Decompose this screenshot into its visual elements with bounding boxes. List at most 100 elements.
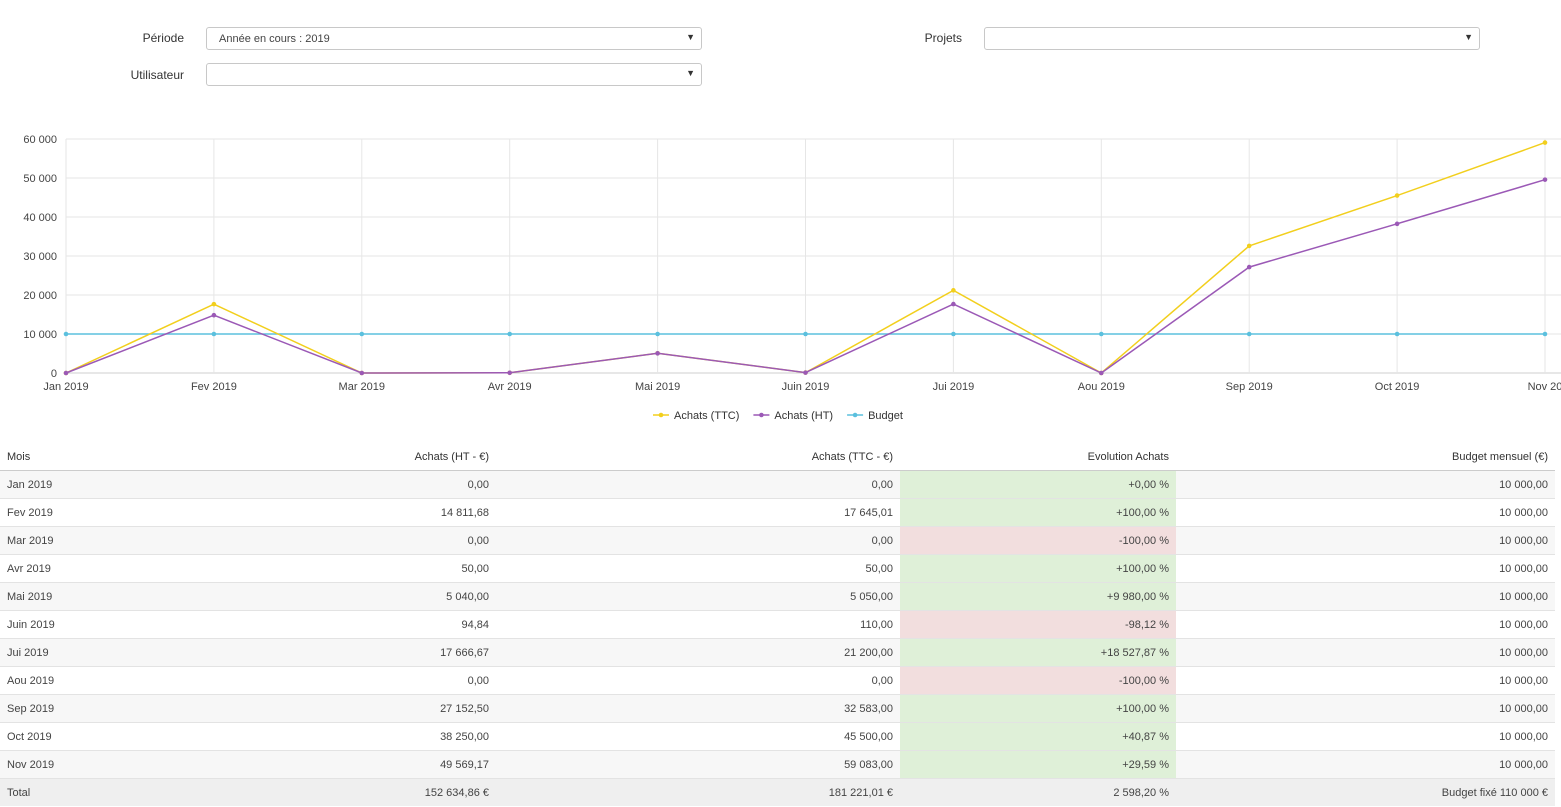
cell-achats-ttc: 5 050,00 bbox=[496, 582, 900, 611]
cell-evolution: -98,12 % bbox=[900, 610, 1176, 639]
data-point bbox=[1246, 243, 1252, 249]
data-point bbox=[211, 301, 217, 307]
legend-label: Achats (TTC) bbox=[674, 410, 739, 422]
x-tick-label: Oct 2019 bbox=[1375, 381, 1420, 393]
data-point bbox=[63, 370, 69, 376]
data-point bbox=[1394, 193, 1400, 198]
cell-achats-ttc: 0,00 bbox=[496, 470, 900, 499]
cell-mois: Mar 2019 bbox=[0, 526, 194, 555]
col-header-evolution[interactable]: Evolution Achats bbox=[900, 443, 1176, 471]
legend-item: Achats (TTC) bbox=[653, 410, 739, 422]
cell-evolution: +0,00 % bbox=[900, 470, 1176, 499]
cell-achats-ht: 27 152,50 bbox=[194, 694, 496, 723]
y-tick-label: 30 000 bbox=[23, 251, 57, 263]
cell-budget: 10 000,00 bbox=[1176, 666, 1555, 695]
cell-budget: 10 000,00 bbox=[1176, 694, 1555, 723]
data-point bbox=[951, 301, 956, 307]
x-tick-label: Fev 2019 bbox=[191, 381, 237, 393]
total-ttc: 181 221,01 € bbox=[496, 778, 900, 806]
table-row: Jan 2019 0,00 0,00 +0,00 % 10 000,00 bbox=[0, 470, 1555, 499]
cell-evolution: -100,00 % bbox=[900, 526, 1176, 555]
y-tick-label: 20 000 bbox=[23, 290, 57, 302]
table-row: Mar 2019 0,00 0,00 -100,00 % 10 000,00 bbox=[0, 526, 1555, 555]
projets-select[interactable]: ▼ bbox=[984, 27, 1480, 50]
data-point bbox=[803, 331, 808, 337]
x-tick-label: Jui 2019 bbox=[933, 381, 975, 393]
legend-label: Achats (HT) bbox=[774, 410, 833, 422]
y-tick-label: 60 000 bbox=[23, 134, 57, 146]
y-tick-label: 50 000 bbox=[23, 173, 57, 185]
col-header-achats-ht[interactable]: Achats (HT - €) bbox=[194, 443, 496, 471]
x-tick-label: Jan 2019 bbox=[43, 381, 88, 393]
cell-achats-ttc: 50,00 bbox=[496, 554, 900, 583]
cell-achats-ht: 38 250,00 bbox=[194, 722, 496, 751]
cell-mois: Jui 2019 bbox=[0, 638, 194, 667]
cell-budget: 10 000,00 bbox=[1176, 722, 1555, 751]
legend-label: Budget bbox=[868, 410, 903, 422]
table-row: Sep 2019 27 152,50 32 583,00 +100,00 % 10 00… bbox=[0, 694, 1555, 723]
x-tick-label: Sep 2019 bbox=[1226, 381, 1273, 393]
cell-achats-ht: 5 040,00 bbox=[194, 582, 496, 611]
col-header-achats-ttc[interactable]: Achats (TTC - €) bbox=[496, 443, 900, 471]
x-tick-label: Mai 2019 bbox=[635, 381, 680, 393]
cell-achats-ht: 50,00 bbox=[194, 554, 496, 583]
utilisateur-select[interactable]: ▼ bbox=[206, 63, 702, 86]
legend-dot-icon bbox=[852, 412, 858, 418]
cell-mois: Jan 2019 bbox=[0, 470, 194, 499]
total-budget: Budget fixé 110 000 € bbox=[1176, 778, 1555, 806]
data-point bbox=[1099, 370, 1104, 376]
periode-select[interactable]: Année en cours : 2019 ▼ bbox=[206, 27, 702, 50]
y-tick-label: 40 000 bbox=[23, 212, 57, 224]
col-header-mois[interactable]: Mois bbox=[0, 443, 194, 471]
cell-mois: Aou 2019 bbox=[0, 666, 194, 695]
cell-achats-ttc: 0,00 bbox=[496, 666, 900, 695]
projets-label: Projets bbox=[924, 31, 962, 45]
cell-mois: Nov 2019 bbox=[0, 750, 194, 779]
purchases-line-chart: 0 10 000 20 000 30 000 40 000 50 000 60 000 Ja… bbox=[23, 134, 1561, 422]
cell-budget: 10 000,00 bbox=[1176, 750, 1555, 779]
data-point bbox=[1246, 331, 1252, 337]
data-point bbox=[1394, 221, 1400, 227]
cell-achats-ttc: 0,00 bbox=[496, 526, 900, 555]
data-point bbox=[211, 312, 217, 318]
cell-achats-ttc: 45 500,00 bbox=[496, 722, 900, 751]
table-row: Nov 2019 49 569,17 59 083,00 +29,59 % 10 000… bbox=[0, 750, 1555, 779]
table-row: Jui 2019 17 666,67 21 200,00 +18 527,87 % 10… bbox=[0, 638, 1555, 667]
cell-achats-ttc: 110,00 bbox=[496, 610, 900, 639]
cell-achats-ttc: 59 083,00 bbox=[496, 750, 900, 779]
total-evolution: 2 598,20 % bbox=[900, 778, 1176, 806]
table-row: Oct 2019 38 250,00 45 500,00 +40,87 % 10 000… bbox=[0, 722, 1555, 751]
y-tick-label: 0 bbox=[51, 368, 57, 380]
cell-budget: 10 000,00 bbox=[1176, 582, 1555, 611]
x-tick-label: Avr 2019 bbox=[488, 381, 532, 393]
x-tick-label: Aou 2019 bbox=[1078, 381, 1125, 393]
cell-mois: Fev 2019 bbox=[0, 498, 194, 527]
table-row: Avr 2019 50,00 50,00 +100,00 % 10 000,00 bbox=[0, 554, 1555, 583]
x-tick-label: Nov 20 bbox=[1528, 381, 1561, 393]
data-point bbox=[655, 351, 660, 356]
data-point bbox=[1542, 177, 1548, 182]
x-tick-label: Juin 2019 bbox=[782, 381, 830, 393]
cell-achats-ttc: 17 645,01 bbox=[496, 498, 900, 527]
cell-mois: Mai 2019 bbox=[0, 582, 194, 611]
cell-budget: 10 000,00 bbox=[1176, 526, 1555, 555]
utilisateur-label: Utilisateur bbox=[130, 68, 184, 82]
chevron-down-icon: ▼ bbox=[686, 32, 695, 42]
cell-achats-ttc: 21 200,00 bbox=[496, 638, 900, 667]
data-point bbox=[655, 331, 660, 337]
cell-evolution: -100,00 % bbox=[900, 666, 1176, 695]
cell-mois: Sep 2019 bbox=[0, 694, 194, 723]
cell-achats-ht: 0,00 bbox=[194, 470, 496, 499]
data-point bbox=[1394, 331, 1400, 337]
cell-budget: 10 000,00 bbox=[1176, 610, 1555, 639]
data-point bbox=[211, 331, 217, 337]
cell-evolution: +29,59 % bbox=[900, 750, 1176, 779]
legend-item: Budget bbox=[847, 410, 903, 422]
table-row: Aou 2019 0,00 0,00 -100,00 % 10 000,00 bbox=[0, 666, 1555, 695]
periode-select-value: Année en cours : 2019 bbox=[219, 33, 330, 45]
col-header-budget[interactable]: Budget mensuel (€) bbox=[1176, 443, 1555, 471]
cell-evolution: +40,87 % bbox=[900, 722, 1176, 751]
cell-mois: Oct 2019 bbox=[0, 722, 194, 751]
cell-mois: Juin 2019 bbox=[0, 610, 194, 639]
chevron-down-icon: ▼ bbox=[686, 68, 695, 78]
